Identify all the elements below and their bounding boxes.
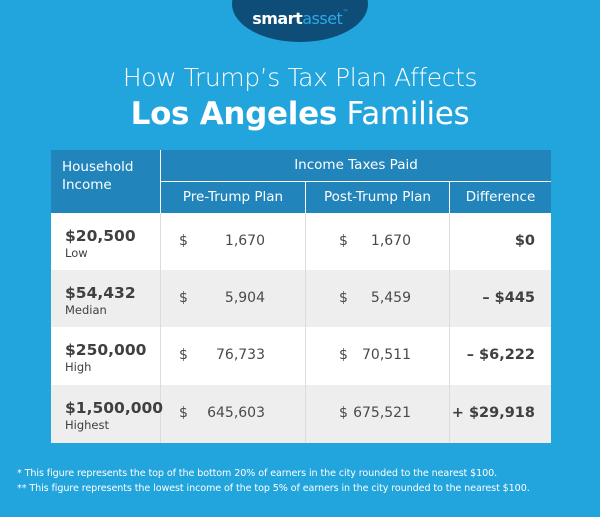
- household-income-value: $250,000: [65, 341, 147, 359]
- pre-trump-currency: $: [179, 290, 188, 306]
- table-row: $1,500,000 Highest $645,603 $675,521 + $29,9…: [51, 385, 551, 443]
- table-row: $20,500 Low $1,670 $1,670 $0: [51, 213, 551, 270]
- header-income-taxes-paid: Income Taxes Paid: [161, 150, 551, 181]
- title-families: Families: [336, 96, 470, 132]
- title-line-2: Los Angeles Families: [0, 96, 600, 132]
- footnote-1: * This figure represents the top of the …: [17, 468, 498, 479]
- difference-value: + $29,918: [451, 405, 535, 421]
- column-divider: [160, 270, 161, 327]
- household-income-label: High: [65, 360, 92, 374]
- post-trump-currency: $: [339, 347, 348, 363]
- pre-trump-value: 5,904: [224, 290, 265, 306]
- column-divider: [449, 327, 450, 385]
- post-trump-value: 5,459: [370, 290, 411, 306]
- post-trump-value: 70,511: [362, 347, 411, 363]
- logo-text-asset: asset: [302, 9, 343, 28]
- smartasset-logo: smartasset™: [232, 9, 368, 28]
- column-divider: [449, 213, 450, 270]
- header-post-trump: Post-Trump Plan: [306, 182, 449, 213]
- pre-trump-value: 76,733: [216, 347, 265, 363]
- column-divider: [305, 327, 306, 385]
- column-divider: [160, 327, 161, 385]
- header-pre-trump: Pre-Trump Plan: [161, 182, 305, 213]
- logo-trademark: ™: [342, 9, 348, 16]
- tax-table: Household Income Income Taxes Paid Pre-T…: [51, 150, 551, 443]
- column-divider: [305, 213, 306, 270]
- pre-trump-currency: $: [179, 347, 188, 363]
- difference-value: – $445: [482, 290, 535, 306]
- difference-value: $0: [514, 233, 535, 249]
- header-household-label: Household Income: [62, 159, 134, 193]
- header-household-income: Household Income: [51, 150, 160, 213]
- pre-trump-currency: $: [179, 405, 188, 421]
- title-line-1: How Trump’s Tax Plan Affects: [122, 63, 478, 92]
- household-income-value: $54,432: [65, 284, 136, 302]
- household-income-value: $20,500: [65, 227, 136, 245]
- column-divider: [160, 213, 161, 270]
- column-divider: [305, 385, 306, 443]
- post-trump-currency: $: [339, 233, 348, 249]
- post-trump-value: 675,521: [353, 405, 411, 421]
- post-trump-currency: $: [339, 405, 348, 421]
- footnote-2: ** This figure represents the lowest inc…: [17, 483, 530, 494]
- post-trump-currency: $: [339, 290, 348, 306]
- column-divider: [305, 270, 306, 327]
- title-city: Los Angeles: [130, 96, 338, 132]
- post-trump-value: 1,670: [370, 233, 411, 249]
- table-row: $250,000 High $76,733 $70,511 – $6,222: [51, 327, 551, 385]
- household-income-value: $1,500,000: [65, 399, 164, 417]
- column-divider: [449, 385, 450, 443]
- column-divider: [449, 270, 450, 327]
- pre-trump-value: 1,670: [224, 233, 265, 249]
- household-income-label: Highest: [65, 418, 110, 432]
- pre-trump-currency: $: [179, 233, 188, 249]
- pre-trump-value: 645,603: [207, 405, 265, 421]
- household-income-label: Median: [65, 303, 107, 317]
- household-income-label: Low: [65, 246, 88, 260]
- logo-text-smart: smart: [252, 9, 303, 28]
- table-row: $54,432 Median $5,904 $5,459 – $445: [51, 270, 551, 327]
- difference-value: – $6,222: [466, 347, 535, 363]
- header-difference: Difference: [450, 182, 551, 213]
- column-divider: [160, 385, 161, 443]
